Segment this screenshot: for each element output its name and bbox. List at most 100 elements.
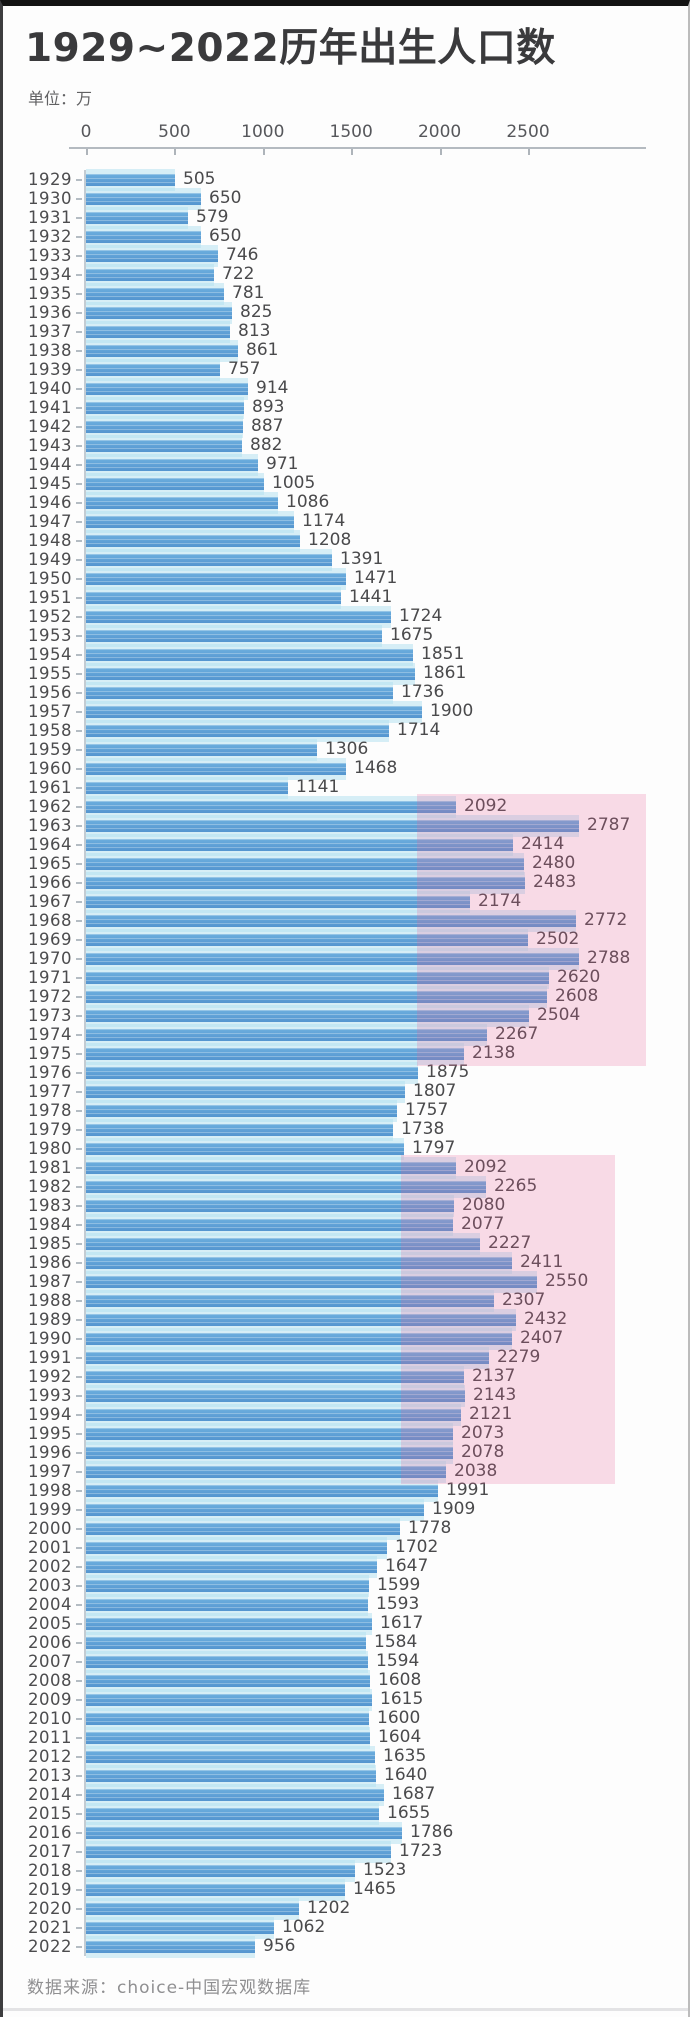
y-tick-icon	[72, 1158, 84, 1177]
bar	[86, 933, 528, 946]
bar	[86, 1237, 480, 1250]
year-label: 2008	[28, 1671, 72, 1690]
chart-row: 2022 956	[3, 1937, 688, 1956]
chart-row: 1990 2407	[3, 1329, 688, 1348]
bar-track: 1600	[84, 1709, 688, 1728]
bar-track: 2483	[84, 873, 688, 892]
bar	[86, 686, 393, 699]
bar	[86, 192, 201, 205]
value-label: 882	[250, 435, 283, 455]
year-label: 1991	[28, 1348, 72, 1367]
y-tick-icon	[72, 569, 84, 588]
y-tick-icon	[72, 1006, 84, 1025]
bar-track: 2092	[84, 1158, 688, 1177]
y-tick-icon	[72, 170, 84, 189]
value-label: 1005	[272, 473, 316, 493]
y-tick-icon	[72, 1823, 84, 1842]
chart-row: 1989 2432	[3, 1310, 688, 1329]
x-tick-label: 2000	[417, 122, 462, 142]
value-label: 2483	[533, 872, 577, 892]
chart-row: 2006 1584	[3, 1633, 688, 1652]
bar	[86, 648, 413, 661]
bar-track: 971	[84, 455, 688, 474]
year-label: 1951	[28, 588, 72, 607]
y-tick-icon	[72, 1424, 84, 1443]
value-label: 2265	[494, 1176, 538, 1196]
bar-track: 1062	[84, 1918, 688, 1937]
chart-row: 1976 1875	[3, 1063, 688, 1082]
bar-track: 1608	[84, 1671, 688, 1690]
value-label: 1675	[390, 625, 434, 645]
bar	[86, 230, 201, 243]
bar-track: 579	[84, 208, 688, 227]
value-label: 1635	[383, 1746, 427, 1766]
y-tick-icon	[72, 1652, 84, 1671]
value-label: 2227	[488, 1233, 532, 1253]
year-label: 1940	[28, 379, 72, 398]
value-label: 1778	[408, 1518, 452, 1538]
bar-track: 1786	[84, 1823, 688, 1842]
bar-track: 1086	[84, 493, 688, 512]
value-label: 2279	[497, 1347, 541, 1367]
bar-track: 650	[84, 227, 688, 246]
chart-row: 1984 2077	[3, 1215, 688, 1234]
bar	[86, 1617, 372, 1630]
year-label: 1941	[28, 398, 72, 417]
bar-track: 1202	[84, 1899, 688, 1918]
chart-row: 1964 2414	[3, 835, 688, 854]
value-label: 1655	[387, 1803, 431, 1823]
bar	[86, 1313, 516, 1326]
chart-row: 2008 1608	[3, 1671, 688, 1690]
year-label: 1978	[28, 1101, 72, 1120]
y-tick-icon	[72, 1804, 84, 1823]
bar	[86, 325, 230, 338]
value-label: 1875	[426, 1062, 470, 1082]
bar-track: 2077	[84, 1215, 688, 1234]
year-label: 2020	[28, 1899, 72, 1918]
chart-row: 2016 1786	[3, 1823, 688, 1842]
chart-row: 1944 971	[3, 455, 688, 474]
year-label: 1979	[28, 1120, 72, 1139]
year-label: 1931	[28, 208, 72, 227]
value-label: 2307	[502, 1290, 546, 1310]
chart-row: 2010 1600	[3, 1709, 688, 1728]
bar-track: 746	[84, 246, 688, 265]
value-label: 1724	[399, 606, 443, 626]
year-label: 1935	[28, 284, 72, 303]
year-label: 1952	[28, 607, 72, 626]
bar	[86, 591, 341, 604]
value-label: 2608	[555, 986, 599, 1006]
y-tick-icon	[72, 1785, 84, 1804]
value-label: 1599	[377, 1575, 421, 1595]
year-label: 2001	[28, 1538, 72, 1557]
y-tick-icon	[72, 683, 84, 702]
y-tick-icon	[72, 550, 84, 569]
bar	[86, 1788, 384, 1801]
bar	[86, 420, 243, 433]
value-label: 1593	[376, 1594, 420, 1614]
chart-row: 1965 2480	[3, 854, 688, 873]
year-label: 1984	[28, 1215, 72, 1234]
bar	[86, 401, 244, 414]
y-tick-icon	[72, 1405, 84, 1424]
value-label: 956	[263, 1936, 296, 1956]
year-label: 1997	[28, 1462, 72, 1481]
year-label: 1950	[28, 569, 72, 588]
y-tick-icon	[72, 1937, 84, 1956]
bar-track: 2267	[84, 1025, 688, 1044]
value-label: 2788	[587, 948, 631, 968]
chart-row: 2005 1617	[3, 1614, 688, 1633]
year-label: 2019	[28, 1880, 72, 1899]
value-label: 1797	[412, 1138, 456, 1158]
bar-track: 1807	[84, 1082, 688, 1101]
bar-track: 1604	[84, 1728, 688, 1747]
y-tick-icon	[72, 1500, 84, 1519]
x-tick-mark	[439, 149, 442, 155]
bar	[86, 553, 332, 566]
value-label: 971	[266, 454, 299, 474]
bar	[86, 914, 576, 927]
y-tick-icon	[72, 1082, 84, 1101]
chart-row: 1975 2138	[3, 1044, 688, 1063]
y-tick-icon	[72, 626, 84, 645]
bar-track: 722	[84, 265, 688, 284]
